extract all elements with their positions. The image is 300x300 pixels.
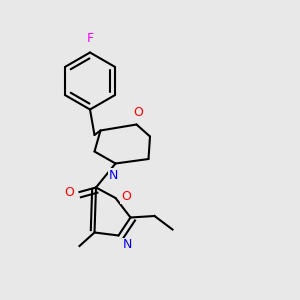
Text: N: N [123, 238, 132, 251]
Text: F: F [86, 32, 94, 45]
Text: O: O [121, 190, 131, 203]
Text: O: O [133, 106, 143, 119]
Text: N: N [108, 169, 118, 182]
Text: O: O [64, 185, 74, 199]
